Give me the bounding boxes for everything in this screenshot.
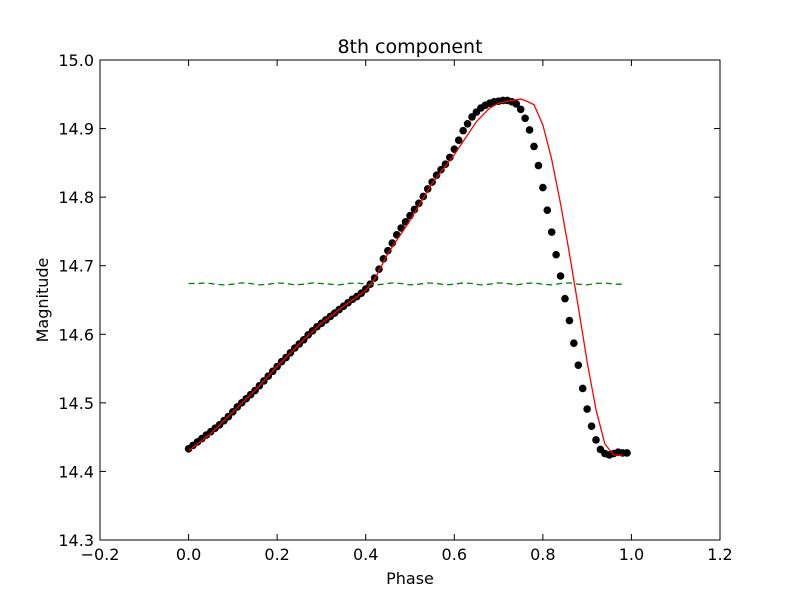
- y-tick-label: 14.7: [58, 257, 94, 276]
- x-tick-label: 1.0: [619, 545, 644, 564]
- data-point: [392, 231, 401, 239]
- y-tick-label: 14.6: [58, 325, 94, 344]
- x-tick-label: 0.4: [353, 545, 378, 564]
- data-point: [441, 160, 450, 169]
- y-axis: 14.3 14.4 14.5 14.6 14.7 14.8 14.9 15.0: [58, 51, 720, 550]
- x-tick-label: 0.6: [442, 545, 467, 564]
- x-tick-label: 0.8: [530, 545, 555, 564]
- y-tick-label: 14.4: [58, 462, 94, 481]
- data-point: [534, 161, 543, 170]
- data-point: [410, 205, 419, 214]
- data-point: [379, 255, 388, 263]
- data-point: [623, 449, 631, 457]
- data-point: [516, 105, 525, 114]
- data-point: [512, 100, 521, 108]
- data-point: [525, 126, 534, 134]
- data-point: [384, 246, 392, 255]
- data-point: [565, 316, 574, 325]
- fit-line: [188, 98, 623, 456]
- y-axis-label: Magnitude: [33, 258, 52, 343]
- data-point: [552, 250, 560, 259]
- residual-line: [188, 282, 623, 286]
- data-point: [401, 218, 410, 226]
- data-point: [592, 436, 600, 444]
- data-point: [570, 339, 578, 348]
- y-tick-label: 14.5: [58, 394, 94, 413]
- x-axis: −0.2 0.0 0.2 0.4 0.6 0.8 1.0 1.2: [81, 60, 733, 564]
- x-tick-label: 0.0: [176, 545, 201, 564]
- data-point: [463, 119, 472, 128]
- data-point: [578, 384, 587, 393]
- y-tick-label: 14.8: [58, 188, 94, 207]
- plot-content: [184, 96, 631, 459]
- data-point: [468, 113, 476, 121]
- data-point: [574, 361, 583, 369]
- x-tick-label: −0.2: [81, 545, 120, 564]
- data-point: [432, 171, 441, 179]
- data-point: [437, 165, 445, 174]
- data-point: [543, 206, 552, 214]
- y-tick-label: 14.9: [58, 120, 94, 139]
- data-point: [547, 228, 556, 236]
- data-point: [583, 405, 591, 413]
- chart-title: 8th component: [337, 36, 482, 58]
- plot-frame: [99, 59, 721, 541]
- data-point: [454, 136, 463, 145]
- data-point: [521, 114, 529, 123]
- x-tick-label: 1.2: [707, 545, 732, 564]
- data-point: [587, 422, 596, 430]
- data-point: [446, 153, 454, 162]
- data-point: [459, 126, 467, 135]
- data-point: [530, 142, 538, 151]
- data-point: [556, 272, 565, 280]
- x-axis-label: Phase: [386, 569, 434, 588]
- y-tick-label: 15.0: [58, 51, 94, 70]
- x-tick-label: 0.2: [264, 545, 289, 564]
- data-point: [561, 294, 569, 303]
- y-tick-label: 14.3: [58, 531, 94, 550]
- data-point: [539, 183, 547, 192]
